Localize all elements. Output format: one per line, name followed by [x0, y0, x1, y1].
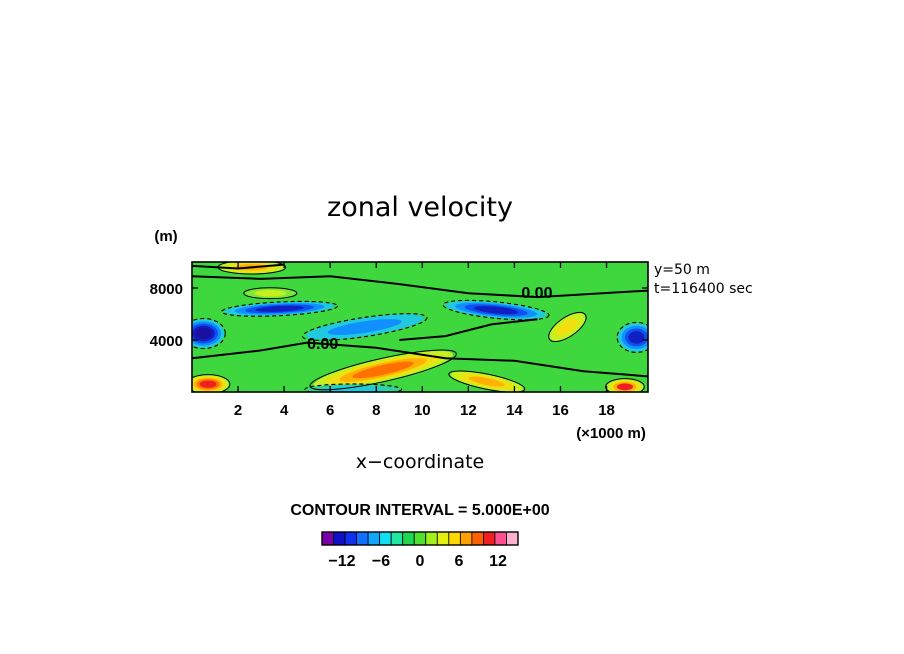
- plot-area: 0.00 0.00 2 4 6 8 10 12 14 16 18 4000 8000: [150, 261, 649, 419]
- zero-contour-3: [399, 318, 538, 341]
- field-blob-positive-4-level-3: [616, 383, 634, 391]
- zero-contour-label-0: 0.00: [521, 285, 552, 302]
- colorbar: [321, 531, 519, 546]
- x-tick-label-2: 2: [234, 402, 242, 419]
- field-blob-negative-9-level-3: [255, 305, 304, 312]
- colorbar-swatch-9: [425, 531, 438, 546]
- x-tick-label-12: 12: [460, 402, 477, 419]
- velocity-field: [192, 262, 648, 392]
- contour-line-positive-3: [192, 374, 231, 392]
- colorbar-swatch-2: [344, 531, 357, 546]
- zero-contour-label-1: 0.00: [307, 336, 338, 353]
- x-tick-label-14: 14: [506, 402, 523, 419]
- y-tick-label-4000: 4000: [150, 333, 183, 350]
- chart-title: zonal velocity: [327, 192, 513, 223]
- contour-line-negative-11: [301, 313, 428, 341]
- colorbar-tick-labels: −12 −6 0 6 12: [328, 553, 507, 570]
- colorbar-tick-label-1: −6: [372, 553, 390, 570]
- x-axis-label: x−coordinate: [356, 451, 485, 473]
- colorbar-swatch-8: [413, 531, 427, 546]
- field-blob-positive-3-level-4: [199, 380, 217, 388]
- colorbar-tick-label-4: 12: [489, 553, 507, 570]
- contour-line-negative-7: [192, 317, 226, 350]
- colorbar-swatch-3: [356, 531, 369, 546]
- field-blob-positive-0-level-3: [352, 361, 414, 379]
- contour-lines: 0.00 0.00: [192, 262, 648, 392]
- colorbar-swatch-0: [321, 531, 334, 546]
- colorbar-swatch-10: [436, 531, 450, 546]
- field-blob-negative-12-level-1: [324, 386, 382, 392]
- colorbar-swatch-16: [506, 531, 519, 546]
- colorbar-swatch-14: [483, 531, 496, 546]
- colorbar-tick-label-0: −12: [328, 553, 355, 570]
- x-tick-label-10: 10: [414, 402, 431, 419]
- colorbar-swatch-6: [390, 531, 404, 546]
- field-blob-negative-11-level-1: [327, 319, 402, 335]
- colorbar-swatch-12: [459, 531, 473, 546]
- field-blob-negative-7-level-4: [195, 327, 212, 340]
- field-blob-negative-10-level-3: [473, 306, 519, 315]
- contour-interval-text: CONTOUR INTERVAL = 5.000E+00: [290, 502, 549, 519]
- colorbar-tick-label-2: 0: [416, 553, 425, 570]
- info-y-position: y=50 m: [654, 262, 710, 278]
- colorbar-swatch-15: [494, 531, 507, 546]
- colorbar-swatch-11: [448, 531, 461, 546]
- x-tick-label-6: 6: [326, 402, 334, 419]
- field-blob-positive-1-level-2: [468, 376, 505, 387]
- x-tick-label-8: 8: [372, 402, 380, 419]
- contour-line-positive-5: [548, 311, 587, 343]
- x-tick-label-4: 4: [280, 402, 289, 419]
- zero-contour-1: [192, 341, 648, 378]
- y-tick-label-8000: 8000: [150, 281, 183, 298]
- contour-line-positive-0: [309, 349, 457, 391]
- zero-contour-0: [192, 275, 648, 299]
- contour-line-negative-10: [442, 299, 550, 321]
- contour-line-positive-6: [243, 287, 298, 300]
- contour-line-negative-12: [304, 383, 403, 392]
- x-tick-label-18: 18: [598, 402, 615, 419]
- colorbar-tick-label-3: 6: [455, 553, 464, 570]
- zero-contour-2: [192, 263, 285, 270]
- colorbar-swatch-1: [333, 531, 346, 546]
- x-tick-label-16: 16: [552, 402, 569, 419]
- x-axis-unit: (×1000 m): [576, 425, 646, 442]
- colorbar-swatch-13: [471, 531, 484, 546]
- colorbar-frame: [321, 531, 519, 546]
- colorbar-swatch-5: [379, 531, 392, 546]
- contour-line-positive-4: [605, 378, 645, 392]
- field-blob-negative-8-level-3: [628, 331, 645, 344]
- colorbar-swatch-4: [367, 531, 381, 546]
- y-axis-unit: (m): [154, 228, 177, 245]
- colorbar-swatch-7: [402, 531, 415, 546]
- info-time: t=116400 sec: [654, 281, 753, 297]
- plot-frame: [191, 261, 649, 393]
- y-axis-ticks: 4000 8000: [150, 281, 648, 350]
- field-blob-positive-6-level-1: [254, 289, 287, 297]
- x-axis-ticks: 2 4 6 8 10 12 14 16 18: [234, 262, 615, 419]
- contour-line-negative-8: [616, 321, 648, 353]
- field-blob-positive-5-level-1: [556, 318, 579, 336]
- contour-line-positive-1: [448, 370, 526, 392]
